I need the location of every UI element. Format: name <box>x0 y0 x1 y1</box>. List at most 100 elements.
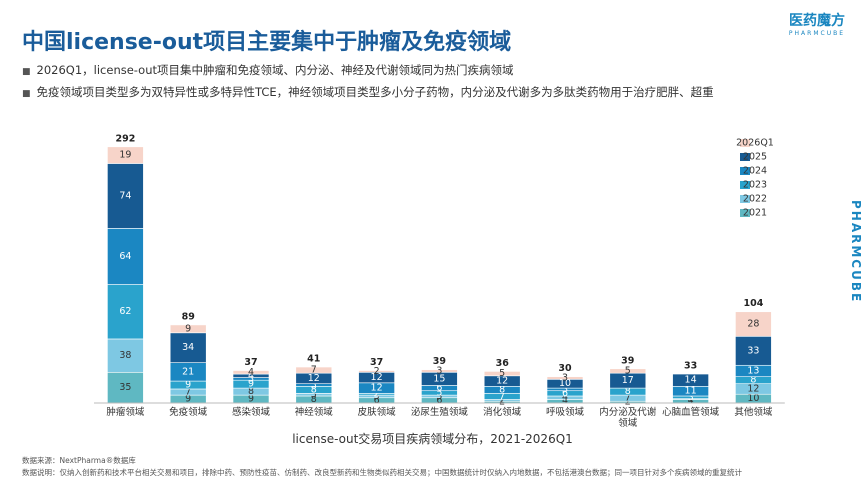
value-label: 8 <box>499 384 505 395</box>
value-label: 3 <box>562 384 568 395</box>
legend-label: 2022 <box>743 194 767 205</box>
value-label: 3 <box>436 391 442 402</box>
value-label: 12 <box>496 376 508 387</box>
value-label: 10 <box>559 378 571 389</box>
value-label: 19 <box>119 150 131 161</box>
value-label: 17 <box>622 375 634 386</box>
value-label: 15 <box>433 373 445 384</box>
value-label: 12 <box>371 372 383 383</box>
value-label: 3 <box>562 372 568 383</box>
bar-segment <box>295 366 333 374</box>
value-label: 1 <box>688 394 694 405</box>
bullet: 免疫领域项目类型多为双特异性或多特异性TCE，神经领域项目类型多小分子药物，内分… <box>22 84 714 100</box>
value-label: 28 <box>747 319 759 330</box>
legend-label: 2026Q1 <box>736 138 774 149</box>
legend-label: 2024 <box>743 166 767 177</box>
chart-title: license-out交易项目疾病领域分布，2021-2026Q1 <box>292 432 573 446</box>
value-label: 4 <box>688 396 694 407</box>
x-tick-label: 皮肤领域 <box>357 407 396 418</box>
value-label: 3 <box>436 365 442 376</box>
value-label: 10 <box>747 393 759 404</box>
value-label: 3 <box>688 392 694 403</box>
value-label: 9 <box>248 394 254 405</box>
x-tick-label: 肿瘤领域 <box>106 407 145 418</box>
bar-segment <box>107 228 144 285</box>
value-label: 34 <box>182 342 194 353</box>
bar-segment <box>169 324 207 334</box>
value-label: 12 <box>308 373 320 384</box>
value-label: 38 <box>119 350 131 361</box>
legend-label: 2021 <box>743 208 767 219</box>
value-label: 3 <box>311 380 317 391</box>
bar-segment <box>107 163 144 229</box>
value-label: 6 <box>436 395 442 406</box>
bar-segment <box>358 370 395 373</box>
total-label: 292 <box>115 133 135 144</box>
value-label: 11 <box>685 386 697 397</box>
value-label: 4 <box>248 367 254 378</box>
value-label: 3 <box>374 391 380 402</box>
x-tick-label: 感染领域 <box>231 407 270 418</box>
value-label: 8 <box>311 384 317 395</box>
value-label: 9 <box>185 394 191 405</box>
value-label: 62 <box>119 306 131 317</box>
value-label: 12 <box>371 383 383 394</box>
x-tick-label: 其他领域 <box>734 407 773 418</box>
value-label: 5 <box>499 368 505 379</box>
total-label: 33 <box>684 361 697 372</box>
logo: 医药魔方 PHARMCUBE <box>789 10 845 37</box>
value-label: 8 <box>248 386 254 397</box>
value-label: 3 <box>248 373 254 384</box>
note: 数据说明：仅纳入创新药和技术平台相关交易和项目，排除中药、预防性疫苗、仿制药、改… <box>22 468 742 477</box>
value-label: 64 <box>119 251 131 262</box>
bullet: 2026Q1，license-out项目集中肿瘤和免疫领域、内分泌、神经及代谢领… <box>22 62 514 78</box>
x-tick-label: 内分泌及代谢领域 <box>599 407 657 429</box>
total-label: 41 <box>307 354 320 365</box>
x-tick-label: 免疫领域 <box>169 407 208 418</box>
total-label: 37 <box>370 357 383 368</box>
value-label: 7 <box>185 387 191 398</box>
source: 数据来源：NextPharma®数据库 <box>22 456 136 465</box>
bar-segment <box>735 311 772 337</box>
total-label: 104 <box>743 298 763 309</box>
value-label: 2 <box>374 366 380 377</box>
x-tick-label: 呼吸领域 <box>545 407 584 418</box>
bar-segment <box>107 284 144 340</box>
logo-text: 医药魔方 <box>788 13 845 29</box>
total-label: 37 <box>244 357 257 368</box>
total-label: 89 <box>182 311 195 322</box>
value-label: 14 <box>685 375 697 386</box>
side-text: PHARMCUBE <box>849 200 863 304</box>
value-label: 2 <box>625 397 631 408</box>
legend-swatch <box>740 139 750 147</box>
value-label: 3 <box>311 389 317 400</box>
value-label: 5 <box>625 365 631 376</box>
bar-segment <box>421 369 458 373</box>
value-label: 33 <box>747 345 759 356</box>
value-label: 9 <box>185 323 191 334</box>
value-label: 2 <box>499 397 505 408</box>
bar-segment <box>546 376 584 380</box>
bar-segment <box>609 368 647 374</box>
x-tick-label: 泌尿生殖领域 <box>410 407 468 418</box>
value-label: 6 <box>436 383 442 394</box>
value-label: 5 <box>436 387 442 398</box>
bar-segment <box>735 336 772 366</box>
logo-subtext: PHARMCUBE <box>788 30 845 37</box>
x-tick-label: 心脑血管领域 <box>662 407 720 418</box>
total-label: 39 <box>433 356 446 367</box>
value-label: 4 <box>248 370 254 381</box>
value-label: 13 <box>747 365 759 376</box>
value-label: 9 <box>185 380 191 391</box>
x-tick-label: 神经领域 <box>294 407 333 418</box>
value-label: 7 <box>625 393 631 404</box>
bar-segment <box>232 370 270 375</box>
value-label: 8 <box>750 375 756 386</box>
value-label: 74 <box>119 190 131 201</box>
value-label: 4 <box>562 396 568 407</box>
legend-swatch <box>740 153 750 161</box>
value-label: 21 <box>182 366 194 377</box>
value-label: 2 <box>374 389 380 400</box>
